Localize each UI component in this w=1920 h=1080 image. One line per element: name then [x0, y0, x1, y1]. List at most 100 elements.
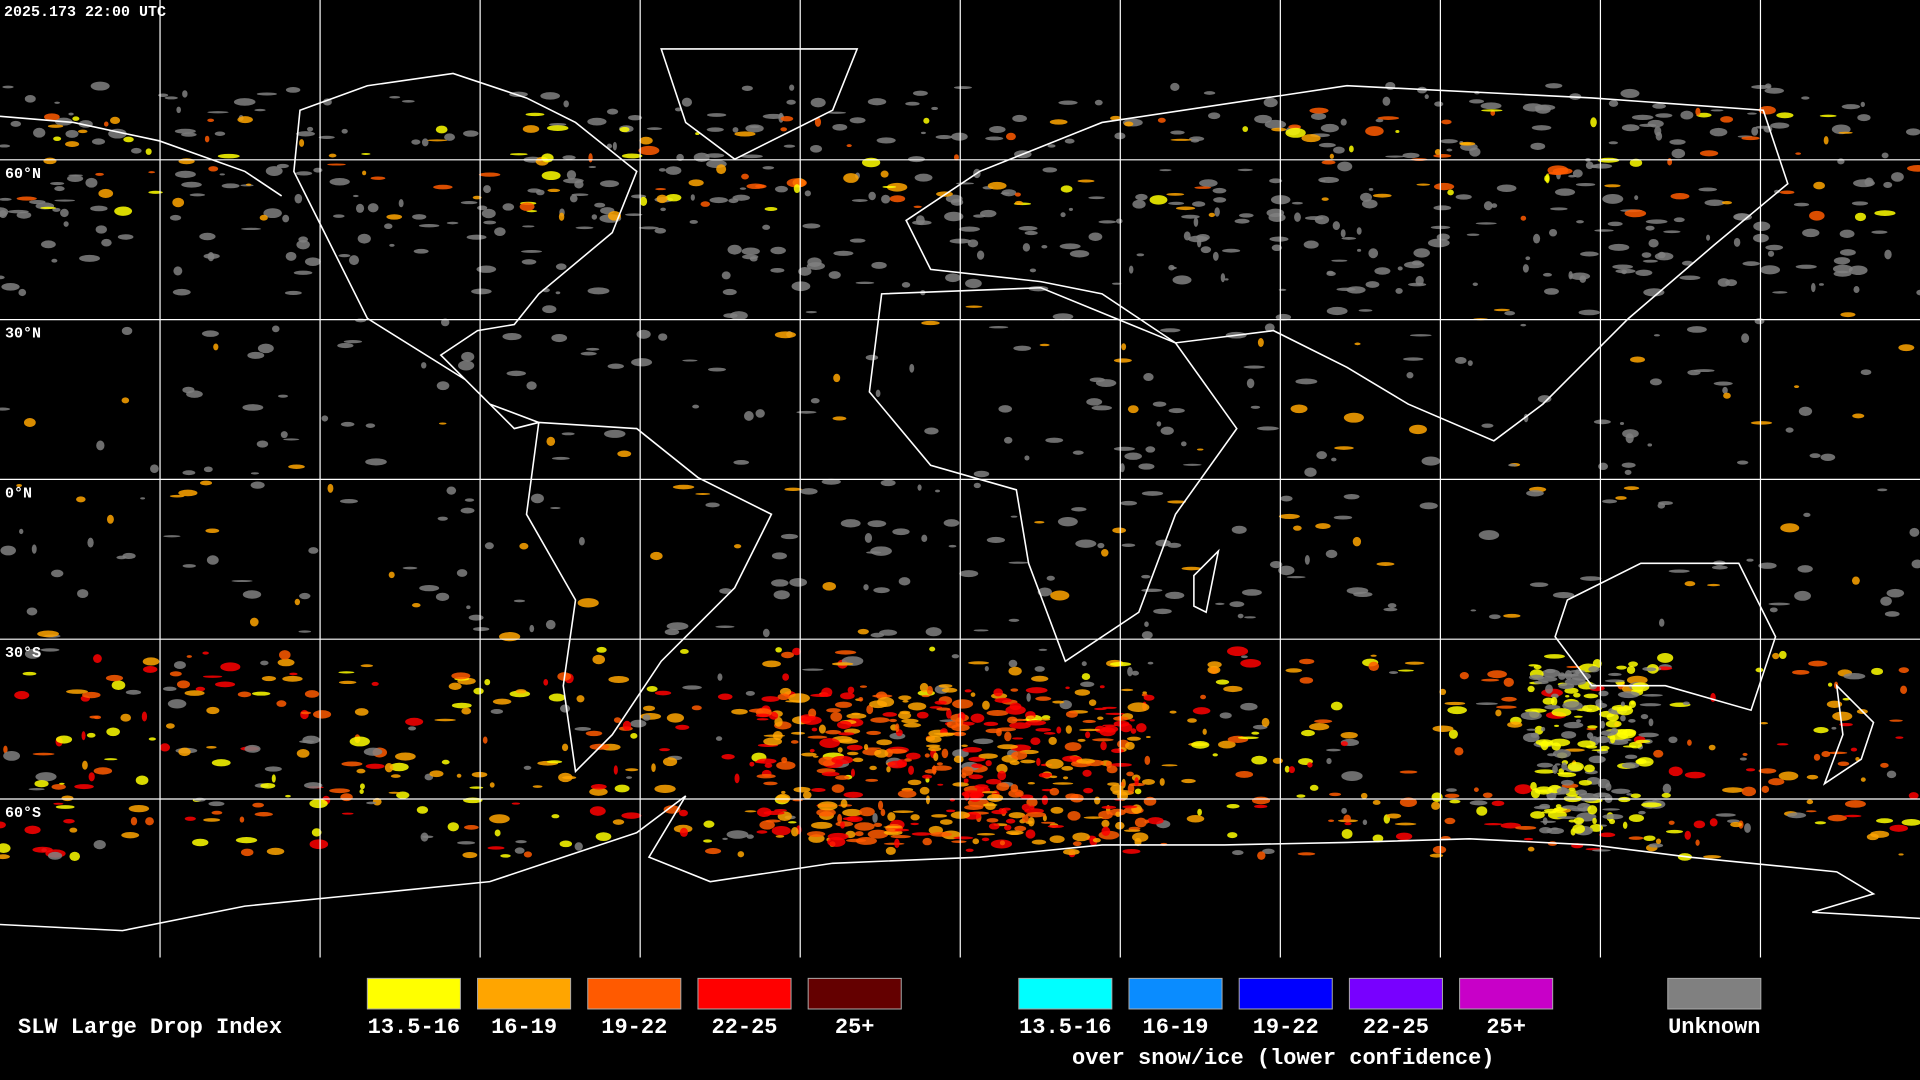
cloud-pixel	[1725, 279, 1738, 287]
cloud-pixel	[1025, 829, 1036, 839]
legend-label: 16-19	[1143, 1015, 1209, 1040]
cloud-pixel	[1813, 753, 1821, 761]
cloud-pixel	[1628, 700, 1637, 708]
cloud-pixel	[265, 166, 283, 176]
cloud-pixel	[1537, 395, 1552, 403]
cloud-pixel	[1100, 741, 1107, 751]
cloud-pixel	[1525, 256, 1531, 261]
cloud-pixel	[987, 793, 1004, 802]
cloud-pixel	[1576, 220, 1584, 224]
cloud-pixel	[1413, 248, 1430, 258]
cloud-pixel	[679, 827, 688, 837]
cloud-pixel	[827, 837, 846, 847]
cloud-pixel	[1592, 817, 1597, 825]
cloud-pixel	[756, 758, 777, 764]
cloud-pixel	[1009, 722, 1031, 729]
cloud-pixel	[16, 196, 37, 201]
cloud-pixel	[289, 672, 298, 676]
cloud-pixel	[93, 654, 102, 663]
cloud-pixel	[589, 806, 606, 816]
cloud-pixel	[300, 711, 312, 715]
cloud-pixel	[811, 788, 826, 792]
cloud-pixel	[781, 790, 786, 794]
cloud-pixel	[944, 211, 964, 222]
cloud-pixel	[1600, 720, 1606, 729]
cloud-pixel	[494, 227, 506, 236]
cloud-pixel	[318, 135, 335, 139]
coastline	[0, 115, 283, 197]
cloud-pixel	[1626, 793, 1633, 796]
cloud-pixel	[478, 172, 501, 177]
cloud-pixel	[1827, 682, 1833, 687]
cloud-pixel	[1187, 718, 1197, 723]
cloud-pixel	[1550, 207, 1568, 211]
cloud-pixel	[716, 164, 727, 175]
cloud-pixel	[446, 221, 459, 225]
cloud-pixel	[1741, 333, 1750, 344]
cloud-pixel	[833, 250, 854, 256]
cloud-pixel	[1034, 666, 1045, 672]
cloud-pixel	[1665, 829, 1684, 834]
cloud-pixel	[1394, 822, 1417, 826]
cloud-pixel	[1598, 462, 1608, 471]
cloud-pixel	[1624, 469, 1632, 475]
cloud-pixel	[1050, 806, 1064, 814]
coastline	[525, 421, 773, 774]
cloud-pixel	[473, 687, 484, 695]
cloud-pixel	[941, 748, 949, 759]
cloud-pixel	[1040, 821, 1056, 824]
cloud-pixel	[178, 489, 198, 497]
cloud-pixel	[706, 127, 724, 132]
cloud-pixel	[1886, 588, 1905, 598]
cloud-pixel	[1706, 234, 1711, 241]
cloud-pixel	[532, 785, 543, 788]
cloud-pixel	[66, 689, 88, 694]
cloud-pixel	[1360, 792, 1368, 799]
cloud-pixel	[1126, 771, 1134, 777]
cloud-pixel	[1005, 132, 1016, 141]
cloud-pixel	[885, 846, 896, 855]
cloud-pixel	[589, 787, 608, 796]
cloud-pixel	[1579, 275, 1587, 283]
cloud-pixel	[1105, 712, 1125, 716]
cloud-pixel	[1064, 138, 1075, 144]
cloud-pixel	[1561, 762, 1567, 771]
cloud-pixel	[1441, 119, 1452, 125]
cloud-pixel	[835, 775, 850, 780]
cloud-pixel	[740, 154, 763, 159]
cloud-pixel	[854, 831, 864, 837]
cloud-pixel	[395, 752, 416, 761]
cloud-pixel	[1002, 807, 1011, 811]
cloud-pixel	[1864, 177, 1874, 187]
cloud-pixel	[566, 170, 577, 180]
cloud-pixel	[1309, 784, 1319, 791]
cloud-pixel	[1898, 667, 1910, 674]
cloud-pixel	[658, 333, 668, 341]
cloud-pixel	[1251, 731, 1260, 735]
cloud-pixel	[288, 464, 305, 469]
cloud-pixel	[1365, 281, 1380, 288]
cloud-pixel	[117, 234, 134, 240]
cloud-pixel	[1227, 832, 1238, 839]
cloud-pixel	[261, 675, 277, 682]
cloud-pixel	[192, 838, 209, 847]
cloud-pixel	[1075, 539, 1097, 548]
cloud-pixel	[1134, 777, 1139, 787]
cloud-pixel	[421, 362, 427, 369]
cloud-pixel	[1026, 797, 1038, 808]
cloud-pixel	[1495, 709, 1502, 717]
cloud-pixel	[1642, 259, 1658, 263]
cloud-pixel	[1739, 757, 1747, 761]
cloud-pixel	[588, 165, 597, 168]
cloud-pixel	[1161, 764, 1178, 767]
legend-swatch	[697, 977, 792, 1010]
cloud-pixel	[981, 791, 998, 794]
cloud-pixel	[563, 100, 569, 108]
cloud-pixel	[1326, 271, 1336, 277]
cloud-pixel	[1568, 271, 1573, 280]
cloud-pixel	[976, 832, 996, 836]
cloud-pixel	[1741, 136, 1760, 141]
legend-swatch	[807, 977, 902, 1010]
cloud-pixel	[1558, 683, 1575, 690]
cloud-pixel	[1113, 358, 1132, 363]
